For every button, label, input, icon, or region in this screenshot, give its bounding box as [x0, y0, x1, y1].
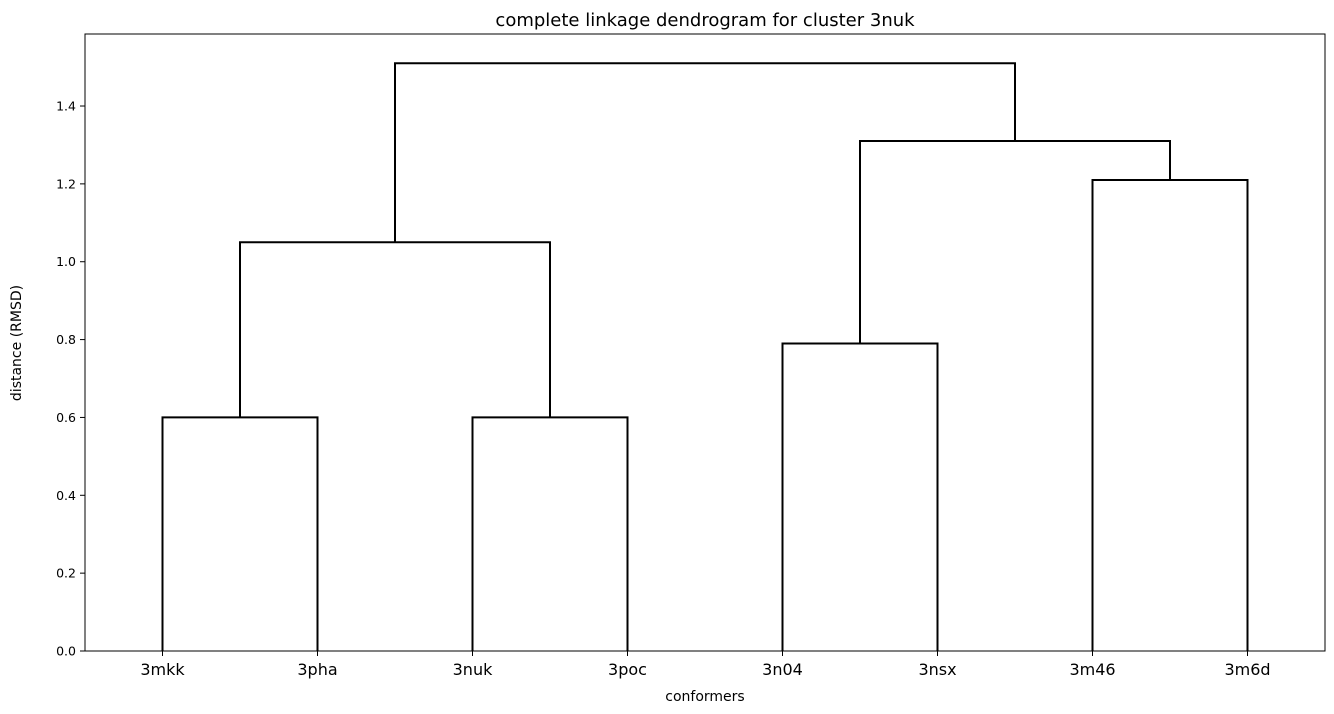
leaf-label-3pha: 3pha [297, 660, 337, 679]
y-tick-label: 0.4 [56, 488, 76, 503]
y-tick-label: 0.6 [56, 410, 76, 425]
dendrogram-link-6 [394, 62, 1016, 243]
x-axis-label: conformers [665, 689, 744, 705]
y-axis: 0.0 0.2 0.4 0.6 0.8 1.0 1.2 1.4 [56, 99, 85, 659]
dendrogram-link-1 [471, 416, 629, 651]
dendrogram-link-3 [1091, 178, 1249, 651]
x-axis: 3mkk 3pha 3nuk 3poc 3n04 3nsx 3m46 3m6d [140, 651, 1271, 679]
y-tick-label: 0.8 [56, 332, 76, 347]
y-tick-label: 0.0 [56, 644, 76, 659]
dendrogram-link-0 [161, 416, 319, 651]
dendrogram-link-4 [239, 241, 551, 418]
leaf-label-3poc: 3poc [608, 660, 647, 679]
y-tick-label: 1.2 [56, 176, 76, 191]
plot-frame [84, 33, 1326, 652]
leaf-label-3mkk: 3mkk [140, 660, 185, 679]
leaf-label-3m46: 3m46 [1069, 660, 1115, 679]
dendrogram-link-5 [859, 140, 1171, 344]
y-tick-label: 1.4 [56, 99, 76, 114]
y-axis-label: distance (RMSD) [9, 285, 25, 401]
y-tick-label: 0.2 [56, 566, 76, 581]
dendrogram-links [161, 62, 1249, 651]
y-tick-label: 1.0 [56, 254, 76, 269]
leaf-label-3m6d: 3m6d [1224, 660, 1270, 679]
leaf-label-3nsx: 3nsx [918, 660, 956, 679]
dendrogram-link-2 [781, 342, 939, 651]
leaf-label-3nuk: 3nuk [453, 660, 493, 679]
leaf-label-3n04: 3n04 [762, 660, 803, 679]
chart-title: complete linkage dendrogram for cluster … [495, 10, 915, 31]
